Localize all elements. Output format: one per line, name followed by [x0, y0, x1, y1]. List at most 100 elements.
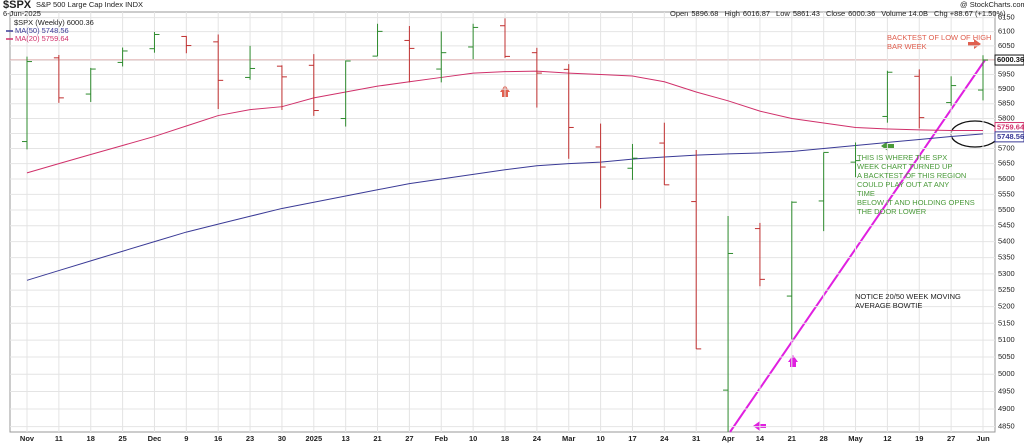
ohlc-bar	[563, 64, 574, 159]
y-tick-label: 5050	[998, 352, 1015, 361]
ohlc-bar	[85, 67, 96, 102]
ohlc-bar	[786, 201, 797, 340]
ohlc-bar	[914, 69, 925, 129]
annotation: WEEK CHART TURNED UP	[857, 162, 952, 171]
y-tick-label: 6050	[998, 41, 1015, 50]
ohlc-bar	[723, 215, 734, 432]
legend-entry: MA(50)	[15, 26, 40, 35]
x-tick-label: 24	[533, 434, 542, 443]
x-tick-label: 10	[596, 434, 604, 443]
annotation: NOTICE 20/50 WEEK MOVING	[855, 292, 961, 301]
y-tick-label: 5850	[998, 99, 1015, 108]
y-tick-label: 5400	[998, 237, 1015, 246]
credit: @ StockCharts.com	[960, 0, 1024, 9]
header-value: 5861.43	[793, 9, 820, 18]
x-tick-label: 10	[469, 434, 477, 443]
y-tick-label: 5100	[998, 335, 1015, 344]
header-label: Close	[826, 9, 845, 18]
y-tick-label: 4900	[998, 404, 1015, 413]
annotation: BACKTEST OF LOW OF HIGH	[887, 33, 991, 42]
x-tick-label: 17	[628, 434, 636, 443]
y-tick-label: 5600	[998, 174, 1015, 183]
x-tick-label: 12	[883, 434, 891, 443]
ohlc-bar	[978, 55, 988, 101]
ohlc-bar	[468, 23, 479, 60]
annotation: A BACKTEST OF THIS REGION	[857, 171, 966, 180]
x-tick-label: 27	[947, 434, 955, 443]
value-box	[994, 131, 1024, 143]
value-box-label: 5748.56	[997, 132, 1024, 141]
x-tick-label: 14	[756, 434, 765, 443]
x-tick-label: 13	[341, 434, 349, 443]
ohlc-bar	[436, 31, 447, 83]
ohlc-bar	[308, 54, 319, 116]
x-tick-label: Dec	[148, 434, 162, 443]
x-tick-label: 9	[184, 434, 188, 443]
x-tick-label: Nov	[20, 434, 35, 443]
ohlc-bar	[850, 142, 861, 178]
x-tick-label: 19	[915, 434, 923, 443]
ohlc-bar	[946, 76, 957, 106]
ohlc-bar	[276, 65, 287, 110]
annotation: COULD PLAY OUT AT ANY	[857, 180, 949, 189]
y-tick-label: 5650	[998, 159, 1015, 168]
y-tick-label: 5500	[998, 205, 1015, 214]
ohlc-bar	[500, 18, 510, 58]
y-tick-label: 5700	[998, 143, 1015, 152]
y-tick-label: 5150	[998, 318, 1015, 327]
x-tick-label: 28	[819, 434, 827, 443]
y-tick-label: 4950	[998, 386, 1015, 395]
header-label: High	[724, 9, 739, 18]
x-tick-label: May	[848, 434, 863, 443]
ohlc-bar	[213, 34, 224, 110]
ohlc-bar	[595, 123, 606, 209]
header-change: Chg +88.67 (+1.50%)	[934, 9, 1006, 18]
x-tick-label: 25	[118, 434, 126, 443]
y-tick-label: 5350	[998, 253, 1015, 262]
ma-line	[26, 133, 984, 281]
y-tick-label: 5250	[998, 285, 1015, 294]
x-tick-label: 16	[214, 434, 222, 443]
y-tick-label: 4850	[998, 422, 1015, 431]
y-tick-label: 6100	[998, 27, 1015, 36]
chart-subtitle: S&P 500 Large Cap Index INDX	[36, 0, 143, 9]
x-tick-label: 21	[788, 434, 796, 443]
x-tick-label: 18	[87, 434, 95, 443]
ohlc-bar	[117, 47, 128, 67]
ohlc-bar	[181, 35, 192, 54]
plot-frame	[9, 11, 996, 433]
value-box	[994, 54, 1024, 66]
annotation: THIS IS WHERE THE SPX	[857, 153, 947, 162]
ohlc-bar	[691, 149, 702, 350]
legend-entry: MA(20)	[15, 34, 40, 43]
legend-value: 5759.64	[42, 34, 69, 43]
x-tick-label: Jun	[976, 434, 990, 443]
legend-label: $SPX (Weekly)	[14, 18, 65, 27]
ohlc-bar	[754, 222, 765, 287]
value-box-label: 5759.64	[997, 123, 1024, 132]
x-tick-label: Apr	[722, 434, 735, 443]
header-label: Open	[670, 9, 688, 18]
x-tick-label: 21	[373, 434, 381, 443]
legend-value: 5748.56	[42, 26, 69, 35]
annotation: BELOW IT AND HOLDING OPENS	[857, 198, 975, 207]
x-tick-label: 2025	[305, 434, 322, 443]
x-tick-label: 24	[660, 434, 669, 443]
ohlc-bar	[404, 26, 415, 83]
y-tick-label: 5900	[998, 84, 1015, 93]
header-volume: Volume 14.0B	[881, 9, 928, 18]
x-tick-label: 30	[278, 434, 286, 443]
y-tick-label: 5000	[998, 369, 1015, 378]
y-tick-label: 5300	[998, 269, 1015, 278]
chart-title: $SPX	[3, 0, 32, 11]
ohlc-bar	[53, 54, 64, 103]
ohlc-bar	[22, 56, 32, 150]
x-tick-label: Mar	[562, 434, 575, 443]
y-tick-label: 5200	[998, 302, 1015, 311]
y-tick-label: 5800	[998, 114, 1015, 123]
ohlc-bar	[818, 151, 829, 232]
x-tick-label: 31	[692, 434, 700, 443]
trendline	[729, 59, 986, 433]
header-label: Low	[776, 9, 790, 18]
